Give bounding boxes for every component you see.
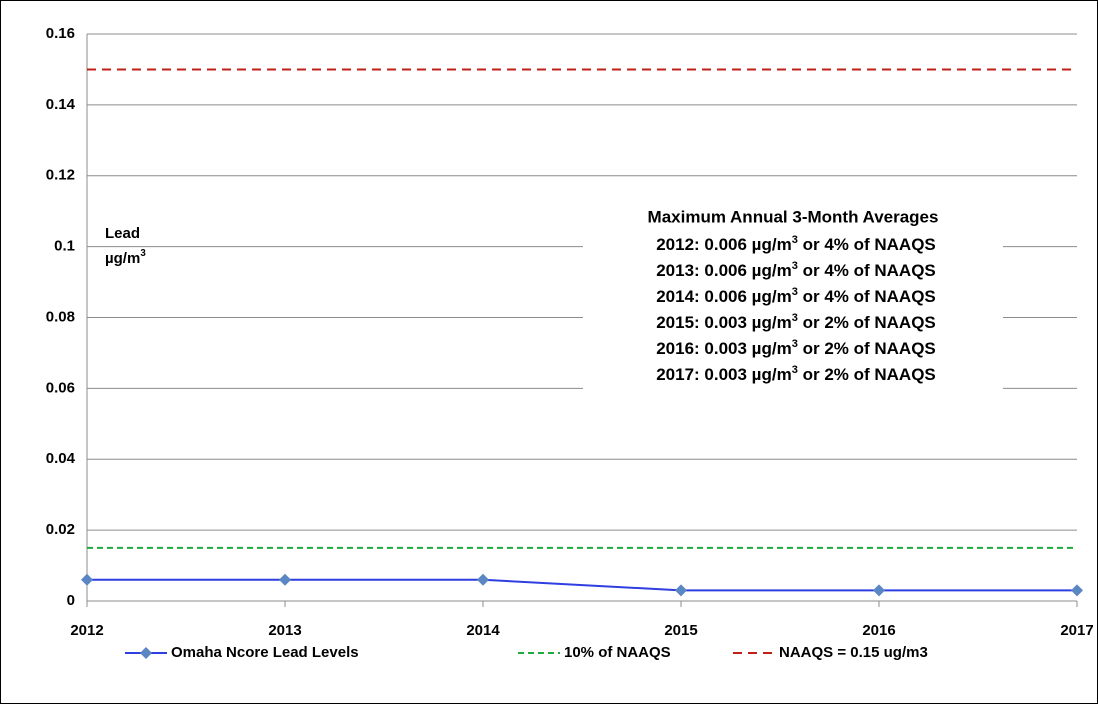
legend-marker: [140, 647, 152, 659]
text-part: 3: [140, 248, 146, 259]
text-part: 3: [792, 364, 798, 376]
data-point: [279, 573, 291, 586]
text-part: or 4% of NAAQS: [798, 261, 936, 280]
legend-label: Omaha Ncore Lead Levels: [171, 644, 359, 661]
text-part: or 2% of NAAQS: [798, 339, 936, 358]
annotation-line: 2017: 0.003 µg/m3 or 2% of NAAQS: [656, 364, 936, 385]
data-point: [81, 573, 93, 586]
x-tick-label: 2017: [1060, 622, 1093, 639]
legend-label: 10% of NAAQS: [564, 644, 671, 661]
y-tick-label: 0.04: [46, 450, 76, 467]
y-tick-label: 0.1: [54, 238, 75, 255]
text-part: or 2% of NAAQS: [798, 313, 936, 332]
x-tick-label: 2013: [268, 622, 301, 639]
annotation-line: 2012: 0.006 µg/m3 or 4% of NAAQS: [656, 234, 936, 255]
text-part: 2015: 0.003 µg/m: [656, 313, 792, 332]
text-part: 3: [792, 312, 798, 324]
data-point: [873, 584, 885, 597]
annotation-title: Maximum Annual 3-Month Averages: [648, 207, 939, 226]
y-axis-label: Lead: [105, 225, 140, 242]
text-part: 3: [792, 286, 798, 298]
legend-label: NAAQS = 0.15 ug/m3: [779, 644, 928, 661]
text-part: 2013: 0.006 µg/m: [656, 261, 792, 280]
y-tick-label: 0: [67, 592, 75, 609]
text-part: 3: [792, 234, 798, 246]
x-tick-label: 2016: [862, 622, 895, 639]
annotation-line: 2016: 0.003 µg/m3 or 2% of NAAQS: [656, 338, 936, 359]
data-point: [477, 573, 489, 586]
annotation-line: 2014: 0.006 µg/m3 or 4% of NAAQS: [656, 286, 936, 307]
y-tick-label: 0.08: [46, 308, 75, 325]
text-part: 3: [792, 338, 798, 350]
annotation-line: 2015: 0.003 µg/m3 or 2% of NAAQS: [656, 312, 936, 333]
data-point: [1071, 584, 1083, 597]
text-part: 2016: 0.003 µg/m: [656, 339, 792, 358]
text-part: 3: [792, 260, 798, 272]
x-tick-label: 2014: [466, 622, 500, 639]
text-part: or 2% of NAAQS: [798, 365, 936, 384]
y-axis-label: µg/m3: [105, 248, 146, 267]
data-point: [675, 584, 687, 597]
y-tick-label: 0.16: [46, 25, 75, 42]
annotation-line: 2013: 0.006 µg/m3 or 4% of NAAQS: [656, 260, 936, 281]
text-part: or 4% of NAAQS: [798, 287, 936, 306]
text-part: 2012: 0.006 µg/m: [656, 235, 792, 254]
y-tick-label: 0.02: [46, 521, 75, 538]
y-tick-label: 0.06: [46, 379, 75, 396]
x-tick-label: 2015: [664, 622, 697, 639]
text-part: 2014: 0.006 µg/m: [656, 287, 792, 306]
x-tick-label: 2012: [70, 622, 103, 639]
text-part: 2017: 0.003 µg/m: [656, 365, 792, 384]
series-line: [87, 578, 1077, 592]
text-part: µg/m: [105, 250, 140, 267]
y-tick-label: 0.14: [46, 96, 76, 113]
y-tick-label: 0.12: [46, 167, 75, 184]
annotation-box: [583, 203, 1003, 425]
text-part: or 4% of NAAQS: [798, 235, 936, 254]
